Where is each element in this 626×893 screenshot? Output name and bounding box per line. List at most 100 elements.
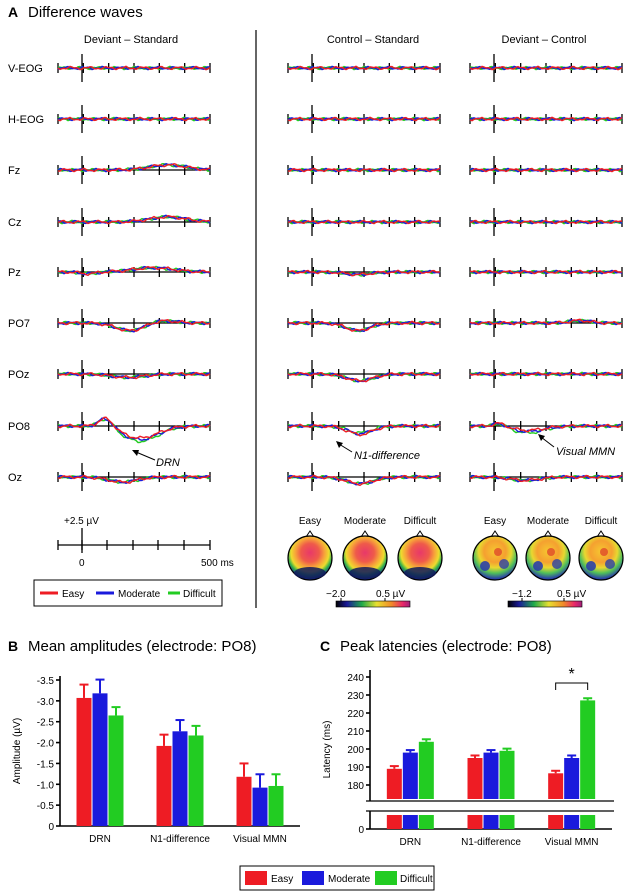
- waveform-v-eog-col1: [57, 54, 211, 82]
- n1-label: N1-difference: [354, 450, 420, 462]
- chartB-ytick-2: -2.5: [37, 718, 55, 729]
- scale-bar: +2.5 µV 0 500 ms: [57, 516, 234, 569]
- chartC-stub-moderate-2: [564, 815, 580, 829]
- chartB-xtick-0: DRN: [89, 834, 111, 845]
- wave-easy: [287, 116, 441, 122]
- electrode-label-po8: PO8: [8, 421, 30, 433]
- waveform-po8-col2: [287, 412, 441, 440]
- chartB-ylabel: Amplitude (µV): [12, 718, 23, 784]
- chartC-ytick-5: 190: [347, 763, 364, 774]
- mmn-label: Visual MMN: [556, 446, 615, 458]
- wave-easy: [287, 423, 441, 437]
- chartB-ytick-4: -1.5: [37, 759, 55, 770]
- n1-annotation: N1-difference: [336, 441, 420, 462]
- chartB-ytick-6: -0.5: [37, 801, 55, 812]
- panel-c-title: Peak latencies (electrode: PO8): [340, 638, 552, 655]
- legend-bottom-moderate: Moderate: [328, 874, 371, 885]
- chartC-ytick-7: 0: [358, 825, 364, 836]
- colorbar-1: −2.0 0.5 µV: [326, 589, 411, 608]
- electrode-label-fz: Fz: [8, 165, 20, 177]
- chartC-ytick-3: 210: [347, 727, 364, 738]
- waveform-po8-col3: [469, 412, 623, 440]
- colorbar-1-max: 0.5 µV: [376, 589, 405, 600]
- wave-easy: [57, 318, 211, 332]
- scale-t1: 500 ms: [201, 558, 234, 569]
- chartC-bar-easy-2: [548, 773, 564, 799]
- topo-map-2: [397, 530, 443, 581]
- topo-label-0: Easy: [299, 516, 321, 527]
- drn-label: DRN: [156, 457, 180, 469]
- chartC-stub-moderate-1: [483, 815, 499, 829]
- col-title-deviant-control: Deviant – Control: [502, 34, 587, 46]
- electrode-label-poz: POz: [8, 369, 29, 381]
- wave-easy: [469, 421, 623, 433]
- waveform-h-eog-col3: [469, 105, 623, 133]
- electrode-label-cz: Cz: [8, 217, 21, 229]
- chartC-bar-moderate-1: [483, 752, 499, 799]
- chartC-xtick-0: DRN: [399, 837, 421, 848]
- mmn-annotation: Visual MMN: [538, 434, 615, 458]
- scale-amplitude: +2.5 µV: [64, 516, 99, 527]
- electrode-label-pz: Pz: [8, 267, 21, 279]
- wave-moderate: [287, 219, 441, 225]
- wave-easy: [287, 167, 441, 173]
- legend-a-moderate: Moderate: [118, 589, 161, 600]
- wave-easy: [469, 474, 623, 483]
- waveform-po8-col1: [57, 412, 211, 444]
- colorbar-2-max: 0.5 µV: [557, 589, 586, 600]
- chartB-ytick-1: -3.0: [37, 697, 55, 708]
- wave-easy: [469, 269, 623, 275]
- waveform-pz-col1: [57, 258, 211, 286]
- chartC-stub-difficult-1: [499, 815, 515, 829]
- chartC-xtick-1: N1-difference: [461, 837, 521, 848]
- chartB-xtick-2: Visual MMN: [233, 834, 287, 845]
- waveform-po7-col3: [469, 309, 623, 337]
- chartB-ytick-7: 0: [48, 822, 54, 833]
- wave-easy: [287, 269, 441, 277]
- electrode-labels: V-EOG H-EOG Fz Cz Pz PO7 POz PO8 Oz: [8, 63, 44, 484]
- chartB-bar-difficult-1: [188, 735, 204, 826]
- legend-bottom-difficult: Difficult: [400, 874, 433, 885]
- chartC-ytick-2: 220: [347, 709, 364, 720]
- chartC-ytick-6: 180: [347, 781, 364, 792]
- wave-easy: [57, 65, 211, 71]
- waveform-poz-col3: [469, 360, 623, 388]
- chartB-bar-easy-2: [236, 776, 252, 826]
- topo-label-5: Difficult: [585, 516, 618, 527]
- waveform-fz-col1: [57, 156, 211, 184]
- chart-peak-latencies: Latency (ms) 240 230 220 210 200 190 180 0 DRN N1-…: [322, 666, 620, 848]
- topo-map-5: [578, 530, 624, 581]
- chartC-bar-difficult-2: [580, 700, 596, 799]
- topo-map-0: [287, 530, 333, 581]
- wave-difficult: [287, 423, 440, 435]
- chartC-stub-difficult-0: [418, 815, 434, 829]
- waveform-oz-col2: [287, 463, 441, 491]
- wave-easy: [469, 116, 623, 122]
- chartC-stub-easy-2: [548, 815, 564, 829]
- wave-moderate: [57, 214, 211, 225]
- chartB-bar-moderate-2: [252, 787, 268, 826]
- chartC-stub-moderate-0: [402, 815, 418, 829]
- electrode-label-po7: PO7: [8, 318, 30, 330]
- wave-easy: [57, 474, 211, 484]
- significance-star: *: [569, 666, 575, 683]
- wave-moderate: [469, 219, 623, 225]
- legend-a-difficult: Difficult: [183, 589, 216, 600]
- colorbar-2: −1.2 0.5 µV: [507, 589, 586, 608]
- chartC-bar-easy-0: [386, 768, 402, 799]
- waveform-oz-col1: [57, 463, 211, 491]
- wave-easy: [469, 65, 623, 71]
- wave-easy: [57, 416, 211, 440]
- electrode-label-h-eog: H-EOG: [8, 114, 44, 126]
- chartC-bar-easy-1: [467, 758, 483, 799]
- legend-bottom: Easy Moderate Difficult: [239, 865, 435, 891]
- chartB-bar-difficult-0: [108, 715, 124, 826]
- waveform-po7-col1: [57, 309, 211, 337]
- topo-label-3: Easy: [484, 516, 506, 527]
- chartB-ytick-5: -1.0: [37, 780, 55, 791]
- chartB-ytick-0: -3.5: [37, 676, 55, 687]
- waveform-po7-col2: [287, 309, 441, 337]
- wave-easy: [57, 116, 211, 122]
- colorbar-1-min: −2.0: [326, 589, 346, 600]
